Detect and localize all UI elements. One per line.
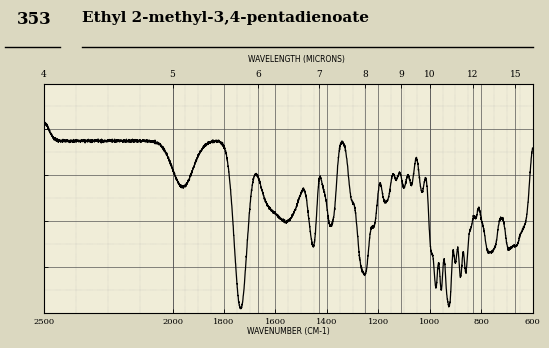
- X-axis label: WAVENUMBER (CM-1): WAVENUMBER (CM-1): [247, 327, 329, 337]
- Text: 353: 353: [16, 11, 51, 29]
- Text: WAVELENGTH (MICRONS): WAVELENGTH (MICRONS): [248, 55, 345, 64]
- Text: Ethyl 2-methyl-3,4-pentadienoate: Ethyl 2-methyl-3,4-pentadienoate: [82, 11, 369, 25]
